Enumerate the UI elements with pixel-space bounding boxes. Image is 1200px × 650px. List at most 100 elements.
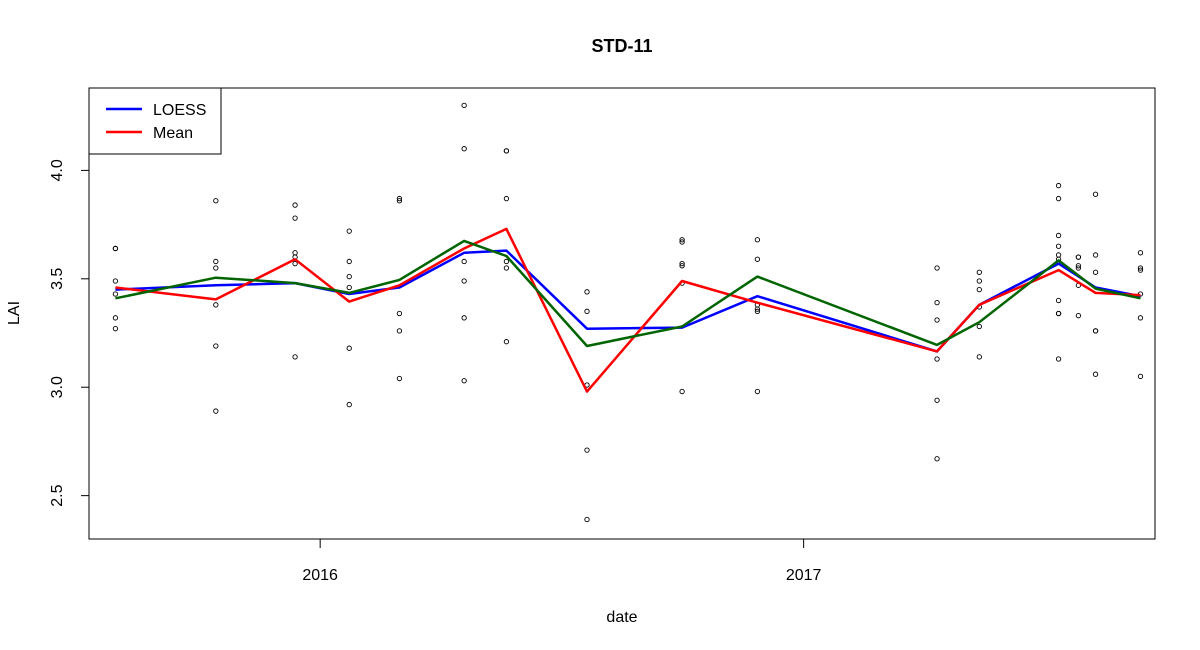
data-point bbox=[679, 388, 685, 395]
data-point bbox=[213, 198, 219, 204]
data-point bbox=[976, 286, 982, 293]
data-point bbox=[934, 397, 940, 403]
data-point bbox=[461, 146, 467, 152]
data-point bbox=[503, 265, 510, 271]
data-point bbox=[976, 354, 982, 360]
legend-box bbox=[88, 87, 222, 155]
data-point bbox=[346, 345, 352, 351]
data-point bbox=[346, 258, 352, 265]
data-point bbox=[754, 306, 761, 312]
data-point bbox=[461, 258, 467, 265]
data-point bbox=[976, 269, 982, 275]
data-point bbox=[1055, 310, 1062, 317]
data-point bbox=[503, 148, 510, 154]
data-point bbox=[1092, 252, 1099, 258]
data-point bbox=[503, 339, 510, 345]
data-point bbox=[1055, 356, 1062, 362]
data-point bbox=[503, 258, 510, 265]
data-point bbox=[1075, 265, 1082, 271]
data-point bbox=[1055, 243, 1062, 249]
data-point bbox=[679, 260, 685, 267]
data-point bbox=[1075, 263, 1082, 269]
y-tick-label: 3.0 bbox=[49, 376, 66, 398]
data-point bbox=[754, 237, 761, 243]
data-point bbox=[584, 516, 590, 523]
data-point bbox=[1137, 265, 1144, 271]
data-point bbox=[679, 237, 685, 243]
data-point bbox=[396, 310, 403, 317]
data-point bbox=[1055, 182, 1062, 189]
data-point bbox=[754, 308, 761, 314]
chart-title: STD-11 bbox=[591, 36, 652, 56]
data-point bbox=[934, 456, 940, 462]
data-point bbox=[1055, 232, 1062, 239]
data-point bbox=[976, 278, 982, 284]
data-point bbox=[396, 198, 403, 204]
data-point bbox=[934, 300, 940, 306]
data-point bbox=[976, 323, 982, 330]
data-point bbox=[112, 326, 119, 332]
data-point bbox=[1092, 371, 1099, 377]
data-point bbox=[346, 228, 352, 234]
data-point bbox=[1092, 328, 1099, 334]
data-point bbox=[292, 354, 298, 360]
data-point bbox=[213, 258, 219, 265]
data-point bbox=[1137, 250, 1144, 256]
data-point bbox=[213, 343, 219, 349]
data-point bbox=[213, 265, 219, 271]
data-point bbox=[934, 265, 940, 271]
data-point bbox=[584, 308, 590, 314]
data-point bbox=[396, 328, 403, 334]
legend-label: Mean bbox=[153, 125, 193, 142]
x-axis-label: date bbox=[606, 609, 637, 626]
legend-label: LOESS bbox=[153, 102, 206, 119]
data-point bbox=[1075, 254, 1082, 260]
x-tick-label: 2016 bbox=[302, 567, 338, 584]
x-tick-label: 2017 bbox=[786, 567, 822, 584]
data-point bbox=[1092, 191, 1099, 197]
data-point bbox=[112, 315, 119, 321]
data-point bbox=[934, 356, 940, 362]
data-point bbox=[754, 388, 761, 395]
scatter-points bbox=[112, 102, 1144, 523]
data-point bbox=[1137, 315, 1144, 321]
data-point bbox=[1055, 252, 1062, 258]
data-point bbox=[1055, 195, 1062, 202]
green-line bbox=[115, 239, 1141, 348]
data-point bbox=[112, 245, 119, 252]
data-point bbox=[461, 102, 467, 108]
data-point bbox=[934, 317, 940, 323]
data-point bbox=[679, 263, 685, 269]
data-point bbox=[396, 195, 403, 202]
data-point bbox=[112, 278, 119, 284]
data-point bbox=[292, 260, 298, 267]
mean-line bbox=[115, 227, 1141, 393]
data-point bbox=[1055, 297, 1062, 304]
data-point bbox=[754, 256, 761, 262]
plot-frame bbox=[88, 87, 1156, 540]
data-point bbox=[461, 278, 467, 284]
data-point bbox=[396, 375, 403, 382]
data-point bbox=[1075, 313, 1082, 319]
data-point bbox=[679, 239, 685, 245]
data-point bbox=[1092, 269, 1099, 275]
legend: LOESS Mean bbox=[88, 87, 222, 155]
data-point bbox=[1137, 267, 1144, 273]
data-point bbox=[292, 202, 298, 208]
data-point bbox=[461, 378, 467, 384]
data-point bbox=[1137, 373, 1144, 380]
data-point bbox=[346, 273, 352, 280]
y-tick-label: 4.0 bbox=[49, 159, 66, 181]
y-tick-label: 2.5 bbox=[49, 484, 66, 506]
data-point bbox=[584, 289, 590, 295]
data-point bbox=[503, 195, 510, 202]
data-point bbox=[346, 284, 352, 291]
data-point bbox=[461, 315, 467, 321]
data-point bbox=[292, 250, 298, 256]
data-point bbox=[213, 408, 219, 414]
y-axis-label: LAI bbox=[6, 301, 23, 325]
y-tick-label: 3.5 bbox=[49, 268, 66, 290]
series-lines bbox=[115, 227, 1141, 393]
axes: 2016 2017 2.5 3.0 3.5 4.0 bbox=[49, 159, 822, 584]
